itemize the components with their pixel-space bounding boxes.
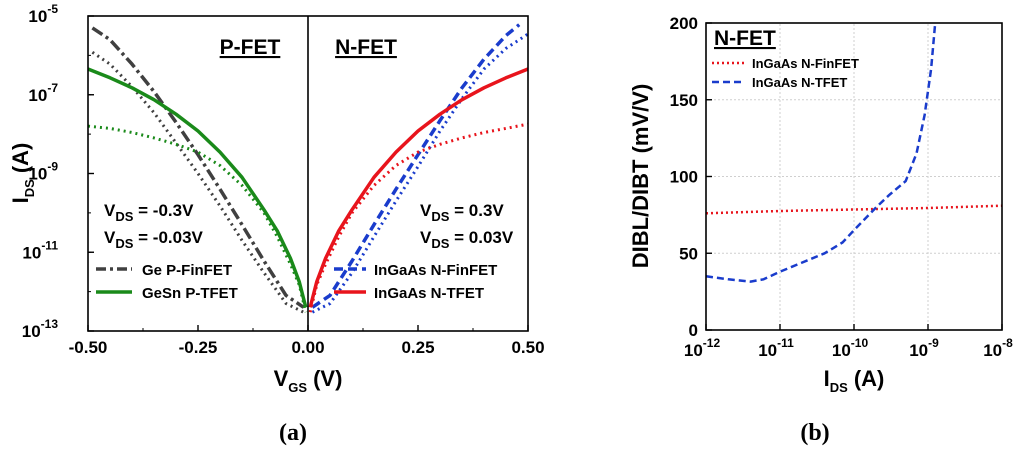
legend-label-b-ingaas-n-finfet: InGaAs N-FinFET xyxy=(752,56,859,71)
b-x-tick-label: 10-11 xyxy=(758,336,794,360)
legend-label-ingaas-n-finfet: InGaAs N-FinFET xyxy=(374,262,497,279)
a-series-line-1 xyxy=(91,26,305,309)
a-x-tick-label: 0.50 xyxy=(511,338,544,357)
a-series-line-4 xyxy=(87,124,308,313)
b-y-tick-label: 100 xyxy=(670,168,698,187)
b-y-tick-label: 150 xyxy=(670,91,698,110)
panel-a-y-ticks: 10-13 10-11 10-9 10-7 10-5 xyxy=(22,2,94,341)
panel-b-y-axis-label: DIBL/DIBT (mV/V) xyxy=(628,84,653,269)
n-vds-annotation-1: VDS = 0.3V xyxy=(420,201,504,224)
panel-b-y-ticks: 0 50 100 150 200 xyxy=(670,14,712,340)
a-series-line-7 xyxy=(308,67,529,308)
a-x-tick-label: -0.50 xyxy=(69,338,108,357)
legend-p-side: Ge P-FinFET GeSn P-TFET xyxy=(96,262,238,302)
a-series-line-2 xyxy=(91,51,305,314)
panel-b-series xyxy=(705,22,1003,283)
legend-panel-b: InGaAs N-FinFET InGaAs N-TFET xyxy=(712,56,859,90)
b-x-tick-label: 10-10 xyxy=(832,336,869,360)
panel-b-caption: (b) xyxy=(800,420,829,446)
legend-label-gesn-p-tfet: GeSn P-TFET xyxy=(142,285,238,302)
a-series-line-5 xyxy=(311,23,521,309)
a-x-tick-label: 0.00 xyxy=(291,338,324,357)
panel-b-title: N-FET xyxy=(714,27,776,50)
a-y-tick-label: 10-7 xyxy=(28,81,58,105)
p-vds-annotation-1: VDS = -0.3V xyxy=(104,201,194,224)
a-y-tick-label: 10-11 xyxy=(22,238,58,262)
n-vds-annotation-2: VDS = 0.03V xyxy=(420,228,514,251)
panel-b: 10-12 10-11 10-10 10-9 10-8 0 50 100 150 200 N-F… xyxy=(628,14,1013,446)
panel-a-y-axis-label: IDS(A) xyxy=(8,143,37,204)
p-vds-annotation-2: VDS = -0.03V xyxy=(104,228,204,251)
p-fet-region-label: P-FET xyxy=(220,36,281,59)
a-y-tick-label: 10-5 xyxy=(28,2,58,26)
panel-b-x-ticks: 10-12 10-11 10-10 10-9 10-8 xyxy=(684,324,1013,360)
legend-n-side: InGaAs N-FinFET InGaAs N-TFET xyxy=(334,262,497,302)
legend-label-ingaas-n-tfet: InGaAs N-TFET xyxy=(374,285,484,302)
b-series-line-1 xyxy=(705,204,1003,215)
a-y-tick-label: 10-13 xyxy=(22,317,59,341)
panel-a-x-ticks: -0.50 -0.25 0.00 0.25 0.50 xyxy=(69,325,545,357)
b-y-tick-label: 200 xyxy=(670,14,698,33)
a-x-tick-label: 0.25 xyxy=(401,338,434,357)
legend-label-ge-p-finfet: Ge P-FinFET xyxy=(142,262,232,279)
a-y-tick-label: 10-9 xyxy=(28,160,58,184)
panel-a-x-axis-label: VGS (V) xyxy=(274,366,343,395)
b-x-tick-label: 10-8 xyxy=(983,336,1013,360)
panel-a-caption: (a) xyxy=(279,420,307,446)
a-series-line-3 xyxy=(87,67,308,308)
panel-b-x-axis-label: IDS (A) xyxy=(824,366,885,395)
b-x-tick-label: 10-12 xyxy=(684,336,721,360)
b-x-tick-label: 10-9 xyxy=(909,336,939,360)
n-fet-region-label: N-FET xyxy=(335,36,397,59)
b-y-tick-label: 0 xyxy=(689,321,698,340)
panel-a-series xyxy=(87,23,529,314)
legend-label-b-ingaas-n-tfet: InGaAs N-TFET xyxy=(752,75,847,90)
panel-a: -0.50 -0.25 0.00 0.25 0.50 10-1310-1110-910-… xyxy=(8,2,545,446)
b-y-tick-label: 50 xyxy=(679,244,698,263)
a-x-tick-label: -0.25 xyxy=(179,338,218,357)
